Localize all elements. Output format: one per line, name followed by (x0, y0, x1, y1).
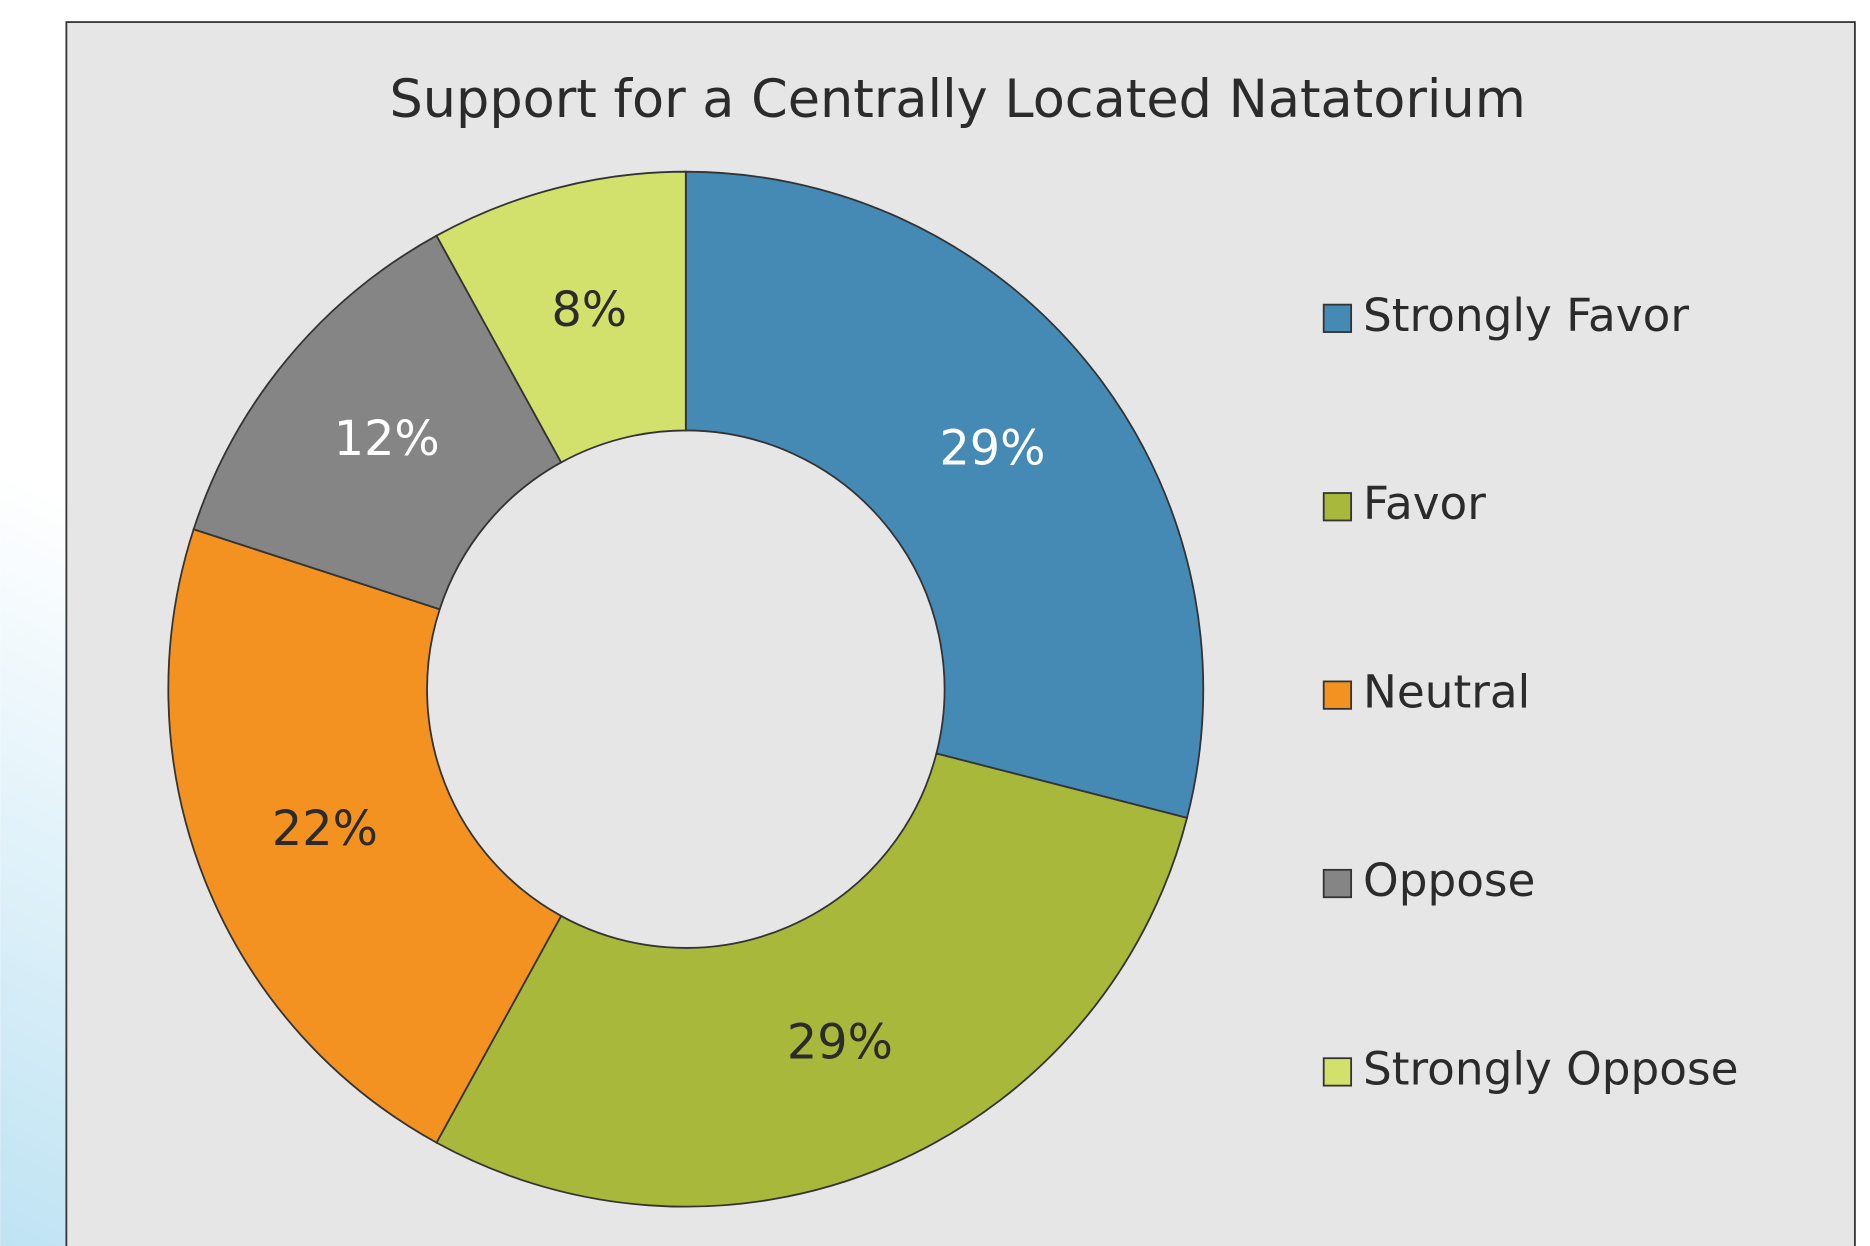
data-label: 8% (551, 283, 627, 338)
data-label: 12% (334, 412, 440, 467)
legend-label: Strongly Favor (1363, 289, 1689, 342)
donut-slice (435, 170, 687, 464)
legend-swatch (1322, 492, 1353, 522)
donut-slice (167, 528, 563, 1144)
donut-slice (684, 170, 1205, 819)
donut-slice (435, 752, 1189, 1208)
donut-slice (192, 234, 563, 611)
legend-swatch (1322, 868, 1353, 899)
legend-swatch (1322, 680, 1353, 710)
legend-label: Oppose (1363, 854, 1535, 907)
legend-label: Neutral (1363, 666, 1530, 719)
legend-label: Strongly Oppose (1363, 1042, 1738, 1095)
legend-swatch (1322, 303, 1353, 333)
data-label: 22% (272, 802, 378, 857)
data-label: 29% (939, 421, 1045, 476)
data-label: 29% (787, 1015, 893, 1070)
legend-swatch (1322, 1057, 1353, 1087)
legend-label: Favor (1363, 477, 1486, 530)
chart-title: Support for a Centrally Located Natatori… (389, 69, 1525, 130)
